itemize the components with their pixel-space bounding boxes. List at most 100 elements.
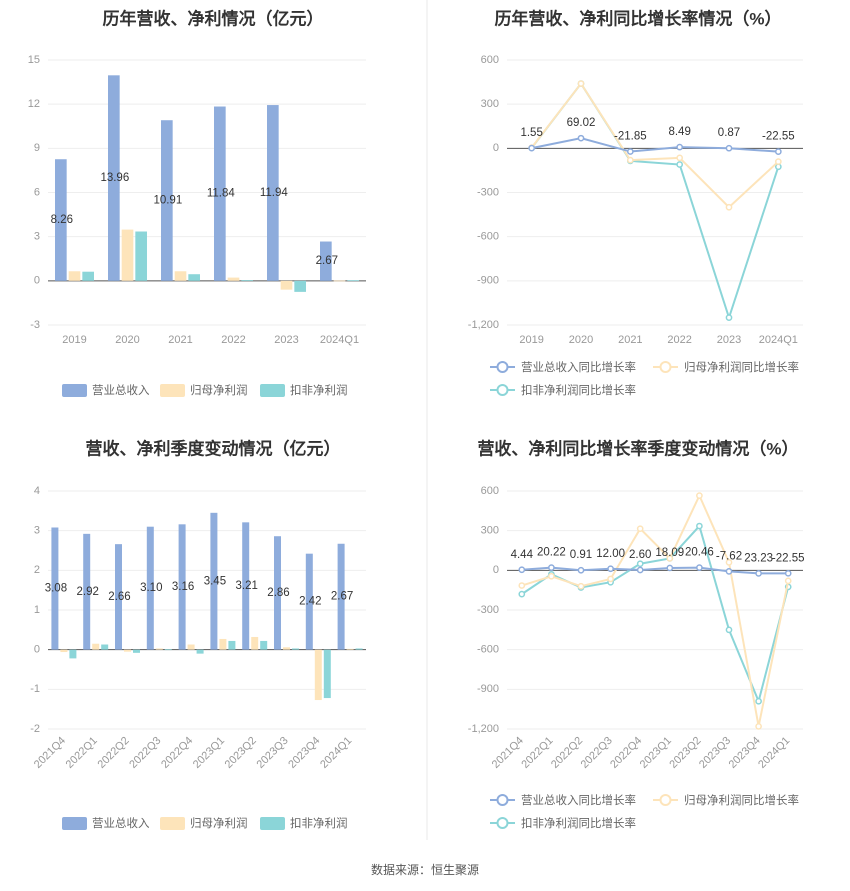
line-point-1 — [636, 566, 644, 574]
x-tick-label: 2022Q1 — [519, 735, 555, 771]
legend-label[interactable]: 营业总收入 — [92, 383, 150, 397]
bar-3 — [355, 648, 363, 650]
line-data-label: 18.09 — [655, 547, 684, 559]
line-data-label: -22.55 — [762, 131, 795, 143]
line-point-2 — [676, 154, 684, 162]
y-tick-label: 3 — [34, 231, 40, 243]
bar-1 — [305, 553, 313, 650]
line-point-1 — [577, 566, 585, 574]
y-tick-label: -2 — [30, 723, 40, 735]
y-tick-label: -3 — [30, 319, 40, 331]
line-point-2 — [784, 577, 792, 585]
line-point-2 — [636, 525, 644, 533]
bar-3 — [323, 649, 331, 699]
legend-marker[interactable] — [659, 794, 672, 806]
legend-swatch[interactable] — [260, 384, 285, 397]
bar-3 — [260, 640, 268, 650]
line-data-label: 20.22 — [537, 547, 566, 559]
x-tick-label: 2023Q3 — [697, 735, 733, 771]
line-data-label: 12.00 — [596, 548, 625, 560]
legend-label[interactable]: 归母净利润同比增长率 — [684, 360, 799, 374]
bar-2 — [68, 271, 81, 281]
legend-swatch[interactable] — [260, 817, 285, 830]
x-tick-label: 2022Q4 — [159, 735, 195, 771]
bar-3 — [101, 644, 109, 650]
x-tick-label: 2024Q1 — [756, 735, 792, 771]
bar-data-label: 2.67 — [316, 255, 338, 267]
y-tick-label: 15 — [28, 54, 40, 66]
legend-marker[interactable] — [496, 361, 509, 373]
y-tick-label: 0 — [493, 142, 499, 154]
bar-1 — [51, 527, 59, 650]
bar-3 — [241, 280, 253, 281]
x-tick-label: 2020 — [569, 334, 593, 346]
line-point-3 — [725, 314, 733, 321]
line-point-1 — [528, 144, 536, 152]
legend-swatch[interactable] — [62, 384, 87, 397]
line-data-label: 2.60 — [629, 549, 651, 561]
line-data-label: 0.87 — [718, 127, 740, 139]
legend-swatch[interactable] — [160, 817, 185, 830]
line-data-label: 20.46 — [685, 547, 714, 559]
legend-label[interactable]: 归母净利润同比增长率 — [684, 793, 799, 807]
chart-1: 历年营收、净利情况（亿元） 15 12 9 6 3 0 -3 2019 2020 2021 2022 2… — [28, 8, 366, 397]
legend-label[interactable]: 扣非净利润同比增长率 — [521, 383, 636, 397]
y-tick-label: 600 — [481, 54, 499, 66]
line-point-2 — [725, 559, 733, 566]
legend-label[interactable]: 归母净利润 — [190, 816, 248, 830]
legend-label[interactable]: 扣非净利润 — [290, 383, 348, 397]
legend-swatch[interactable] — [62, 817, 87, 830]
legend-label[interactable]: 营业总收入同比增长率 — [521, 793, 636, 807]
y-tick-label: 0 — [34, 275, 40, 287]
legend-label[interactable]: 营业总收入 — [92, 816, 150, 830]
bar-2 — [280, 280, 293, 290]
bar-3 — [228, 640, 236, 650]
bar-data-label: 3.21 — [236, 580, 258, 592]
line-point-3 — [676, 161, 684, 168]
legend-marker[interactable] — [496, 384, 509, 396]
bar-2 — [346, 648, 354, 650]
legend-label[interactable]: 归母净利润 — [190, 383, 248, 397]
line-data-label: 0.91 — [570, 549, 592, 561]
bar-1 — [267, 105, 279, 281]
x-tick-label: 2022Q3 — [579, 735, 615, 771]
x-tick-label: 2019 — [62, 334, 86, 346]
legend-marker[interactable] — [496, 817, 509, 829]
line-point-1 — [696, 564, 703, 571]
legend-swatch[interactable] — [160, 384, 185, 397]
line-point-3 — [518, 590, 526, 598]
y-tick-label: -300 — [477, 604, 499, 616]
line-point-2 — [725, 203, 733, 211]
bar-3 — [132, 649, 140, 653]
x-tick-label: 2022Q4 — [608, 735, 644, 771]
line-point-3 — [696, 522, 703, 530]
bar-1 — [178, 524, 186, 650]
legend-label[interactable]: 扣非净利润同比增长率 — [521, 816, 636, 830]
y-tick-label: 300 — [481, 525, 499, 537]
bar-data-label: 13.96 — [100, 172, 129, 184]
y-tick-label: 600 — [481, 485, 499, 497]
legend-label[interactable]: 营业总收入同比增长率 — [521, 360, 636, 374]
legend-marker[interactable] — [496, 794, 509, 806]
chart-3: 营收、净利季度变动情况（亿元）43210-1-22021Q42022Q12022… — [30, 438, 366, 830]
bar-data-label: 2.92 — [77, 586, 99, 598]
bar-data-label: 3.16 — [172, 581, 194, 593]
line-series-1 — [521, 566, 789, 575]
legend-label[interactable]: 扣非净利润 — [290, 816, 348, 830]
line-point-3 — [636, 560, 644, 568]
chart-title: 历年营收、净利同比增长率情况（%） — [494, 8, 781, 28]
line-point-3 — [755, 697, 762, 705]
x-tick-label: 2022Q1 — [64, 735, 100, 771]
line-point-2 — [607, 575, 614, 583]
bar-3 — [294, 280, 306, 292]
line-point-1 — [676, 143, 684, 151]
bar-1 — [274, 536, 282, 650]
x-tick-label: 2023Q2 — [223, 735, 259, 771]
line-data-label: 8.49 — [668, 126, 690, 138]
legend: 营业总收入 归母净利润 扣非净利润 — [62, 383, 348, 397]
legend-marker[interactable] — [659, 361, 672, 373]
x-tick-label: 2022Q2 — [96, 735, 132, 771]
x-tick-label: 2024Q1 — [759, 334, 798, 346]
